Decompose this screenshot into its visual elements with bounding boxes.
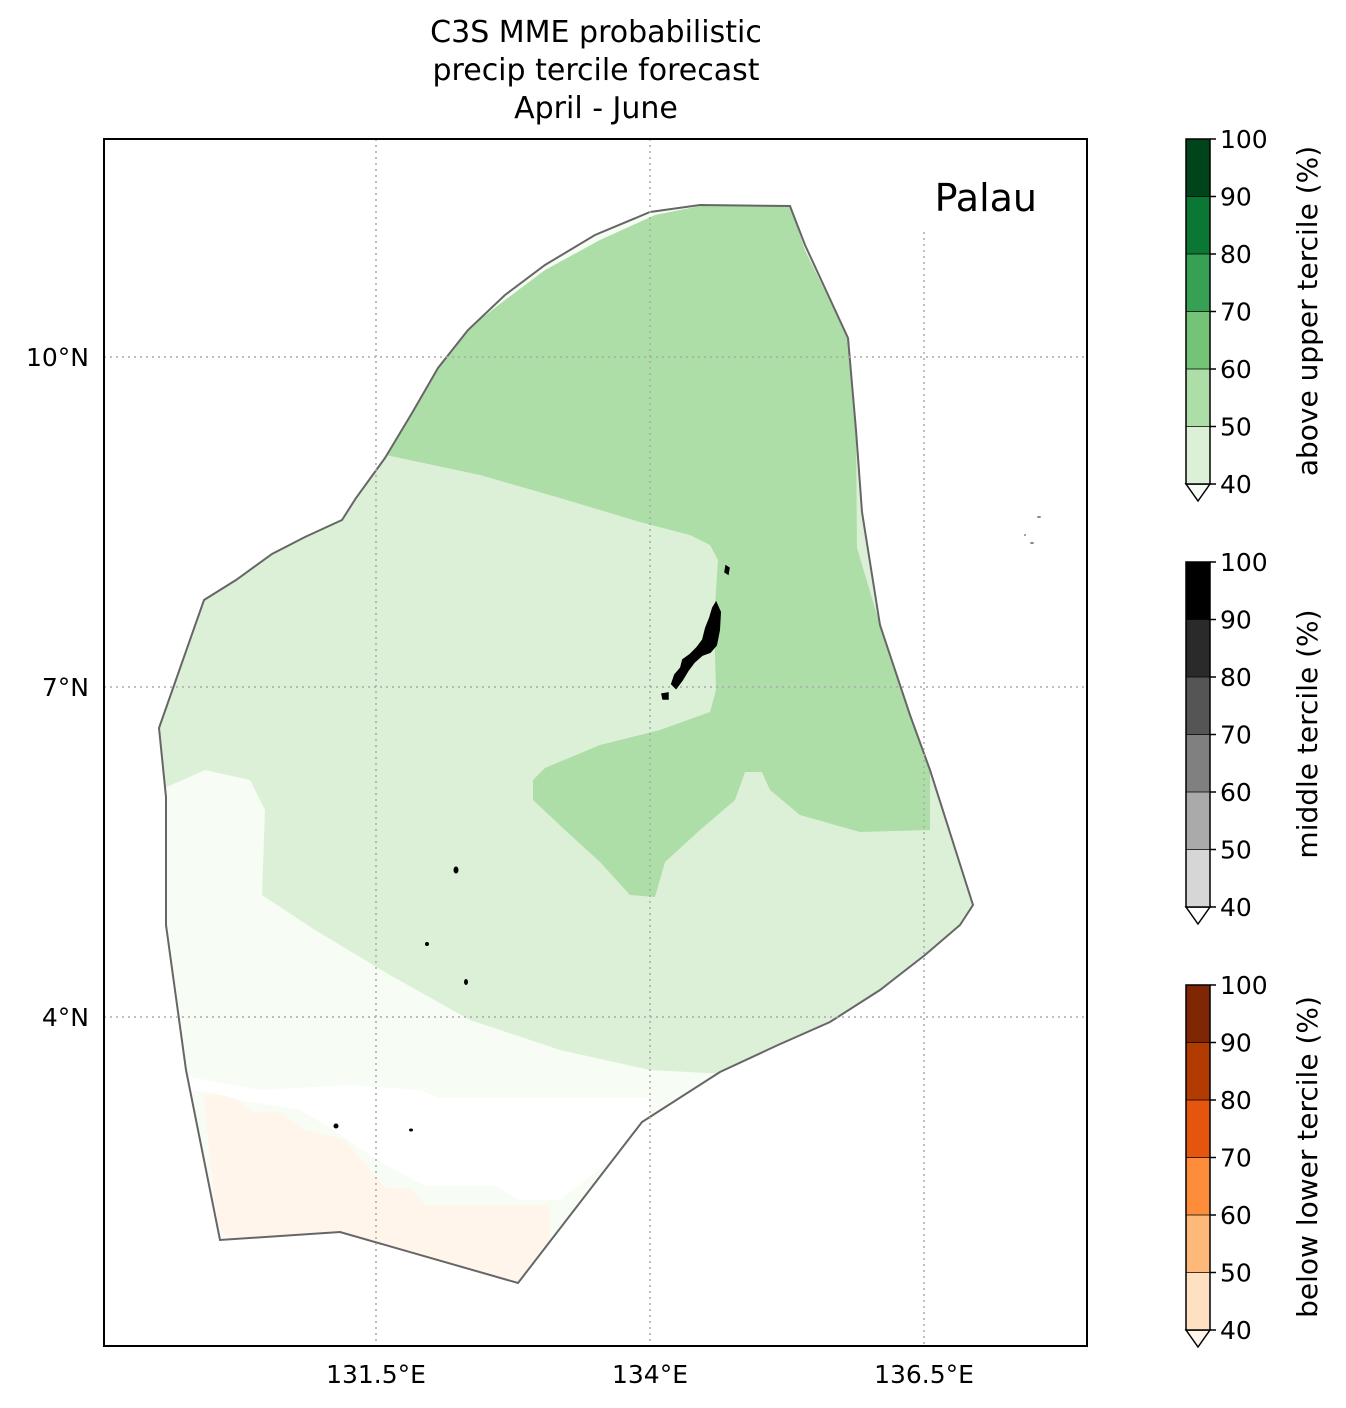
colorbar-tick-label: 50 — [1220, 413, 1252, 442]
island-tobi — [333, 1123, 339, 1129]
lat-tick-10n: 10°N — [26, 343, 89, 372]
lat-tick-7n: 7°N — [42, 673, 89, 702]
palau-islands — [333, 516, 1041, 1132]
colorbar-segment — [1186, 1215, 1210, 1273]
colorbar-tick-label: 90 — [1220, 606, 1252, 635]
colorbar-tick-label: 50 — [1220, 836, 1252, 865]
colorbar-tick-label: 90 — [1220, 183, 1252, 212]
colorbar-tick-label: 100 — [1220, 125, 1268, 154]
colorbar-tick-label: 70 — [1220, 298, 1252, 327]
colorbar-segment — [1186, 1042, 1210, 1100]
colorbar-segment — [1186, 369, 1210, 427]
island-merir — [464, 979, 468, 985]
lon-tick-134e: 134°E — [612, 1360, 688, 1389]
colorbar-segment — [1186, 562, 1210, 620]
lon-tick-131-5e: 131.5°E — [326, 1360, 426, 1389]
colorbar-title: above upper tercile (%) — [1291, 146, 1324, 476]
colorbar-below-lower-tercile: below lower tercile (%) 40 50 60 70 80 90 100 — [1184, 971, 1324, 1349]
colorbar-segment — [1186, 311, 1210, 369]
field-above-50-60 — [386, 206, 930, 897]
colorbar-segment — [1186, 196, 1210, 254]
colorbar-segment — [1186, 1157, 1210, 1215]
colorbar-segment — [1186, 734, 1210, 792]
colorbar-tick-label: 70 — [1220, 721, 1252, 750]
map-panel: Palau 10°N 7°N 4°N 131.5°E 134°E 136.5°E — [26, 138, 1088, 1389]
title-line-1: C3S MME probabilistic — [430, 15, 762, 50]
colorbar-extend-arrow — [1184, 1329, 1212, 1349]
colorbar-segment — [1186, 619, 1210, 677]
lon-tick-labels: 131.5°E 134°E 136.5°E — [326, 1360, 974, 1389]
colorbar-tick-label: 80 — [1220, 240, 1252, 269]
colorbar-tick-label: 60 — [1220, 1201, 1252, 1230]
title-line-3: April - June — [514, 91, 678, 126]
colorbar-segment — [1186, 1272, 1210, 1330]
region-label: Palau — [935, 176, 1037, 220]
colorbar-segment — [1186, 426, 1210, 484]
colorbar-middle-tercile: middle tercile (%) 40 50 60 70 80 90 100 — [1184, 548, 1324, 926]
colorbar-segment — [1186, 139, 1210, 197]
colorbar-segment — [1186, 792, 1210, 850]
island-peleliu — [661, 692, 669, 700]
colorbar-tick-label: 60 — [1220, 355, 1252, 384]
colorbar-title: middle tercile (%) — [1291, 609, 1324, 858]
island-sonsorol-1 — [453, 866, 459, 874]
colorbar-segment — [1186, 1100, 1210, 1158]
colorbar-tick-label: 40 — [1220, 893, 1252, 922]
colorbar-above-upper-tercile: above upper tercile (%) 40 50 60 70 80 90 100 — [1184, 125, 1324, 503]
colorbar-segment — [1186, 985, 1210, 1043]
eez-boundary — [157, 203, 975, 1285]
island-babeldaob — [670, 600, 722, 690]
island-sonsorol-2 — [425, 942, 429, 946]
lat-tick-labels: 10°N 7°N 4°N — [26, 343, 89, 1032]
colorbar-segment — [1186, 254, 1210, 312]
forecast-field — [159, 205, 973, 1283]
lat-tick-4n: 4°N — [42, 1003, 89, 1032]
island-remote-3 — [1024, 534, 1026, 536]
map-axes-frame — [103, 138, 1088, 1347]
island-kayangel — [724, 564, 730, 576]
colorbar-title: below lower tercile (%) — [1291, 996, 1324, 1318]
colorbar-segment — [1186, 849, 1210, 907]
colorbar-extend-arrow — [1184, 483, 1212, 503]
colorbar-tick-label: 90 — [1220, 1029, 1252, 1058]
map-title: C3S MME probabilistic precip tercile for… — [346, 14, 846, 128]
colorbar-extend-arrow — [1184, 906, 1212, 926]
island-remote-2 — [1030, 542, 1034, 544]
colorbar-tick-label: 80 — [1220, 1086, 1252, 1115]
colorbar-segment — [1186, 677, 1210, 735]
colorbar-tick-label: 100 — [1220, 971, 1268, 1000]
colorbar-tick-label: 100 — [1220, 548, 1268, 577]
island-remote-1 — [1037, 516, 1041, 518]
colorbar-tick-label: 70 — [1220, 1144, 1252, 1173]
colorbar-tick-label: 40 — [1220, 1316, 1252, 1345]
title-line-2: precip tercile forecast — [432, 53, 760, 88]
colorbar-tick-label: 40 — [1220, 470, 1252, 499]
island-helen-reef — [409, 1128, 413, 1132]
lon-tick-136-5e: 136.5°E — [874, 1360, 974, 1389]
colorbar-tick-label: 80 — [1220, 663, 1252, 692]
colorbar-tick-label: 50 — [1220, 1259, 1252, 1288]
field-white-gap — [180, 1075, 650, 1200]
colorbar-tick-label: 60 — [1220, 778, 1252, 807]
gridlines — [104, 139, 1087, 1346]
